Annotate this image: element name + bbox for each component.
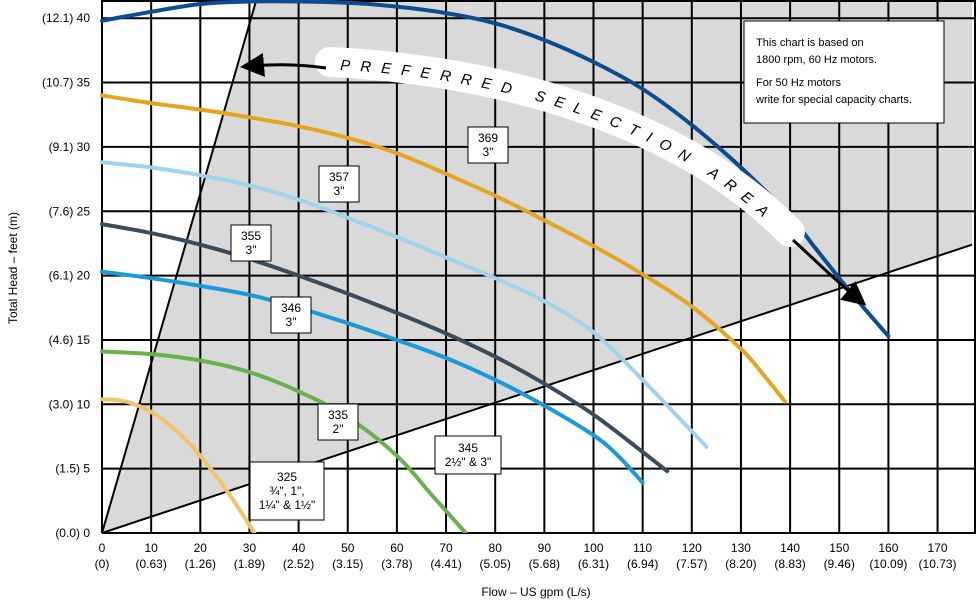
x-tick-label: 120	[682, 541, 702, 555]
series-label-text: 2"	[333, 422, 344, 436]
series-label-text: 357	[329, 170, 349, 184]
x-tick-sublabel: (10.09)	[869, 557, 907, 571]
series-label-box	[318, 165, 360, 203]
note-box	[743, 20, 945, 124]
series-curve	[100, 93, 788, 404]
note-line-4: write for special capacity charts.	[755, 94, 912, 106]
preferred-area-ribbon	[315, 47, 805, 247]
series-label-box	[249, 461, 325, 521]
series-label-text: 3"	[246, 243, 257, 257]
x-tick-sublabel: (4.41)	[430, 557, 461, 571]
note-line-1: This chart is based on	[756, 37, 864, 49]
x-tick-label: 40	[292, 541, 306, 555]
x-tick-sublabel: (0.63)	[135, 557, 166, 571]
series-label-text: 335	[328, 408, 348, 422]
x-tick-sublabel: (2.52)	[283, 557, 314, 571]
x-tick-sublabel: (8.83)	[774, 557, 805, 571]
series-label-box	[270, 296, 312, 334]
series-label-text: 2½" & 3"	[445, 455, 492, 469]
series-curve	[100, 397, 257, 533]
x-tick-label: 50	[341, 541, 355, 555]
x-tick-sublabel: (3.15)	[332, 557, 363, 571]
series-curve	[100, 160, 709, 449]
x-tick-sublabel: (10.73)	[919, 557, 957, 571]
x-tick-label: 170	[928, 541, 948, 555]
x-tick-label: 10	[144, 541, 158, 555]
series-curve	[100, 222, 670, 474]
x-tick-sublabel: (6.31)	[578, 557, 609, 571]
x-tick-sublabel: (9.46)	[824, 557, 855, 571]
x-tick-label: 80	[489, 541, 503, 555]
y-tick-label: (0.0) 0	[55, 526, 90, 540]
series-label-text: 3"	[483, 145, 494, 159]
y-tick-label: (4.6) 15	[49, 333, 91, 347]
x-tick-label: 130	[731, 541, 751, 555]
series-label-text: ¾", 1",	[269, 484, 304, 498]
series-label-text: 3"	[334, 184, 345, 198]
series-label-box	[434, 435, 502, 475]
x-tick-sublabel: (5.68)	[529, 557, 560, 571]
x-tick-sublabel: (1.26)	[185, 557, 216, 571]
x-tick-label: 30	[243, 541, 257, 555]
x-tick-label: 160	[878, 541, 898, 555]
y-tick-label: (1.5) 5	[55, 462, 90, 476]
upper-boundary-line	[101, 0, 258, 533]
series-curve	[100, 269, 645, 485]
x-tick-label: 0	[99, 541, 106, 555]
lower-boundary-line	[101, 243, 973, 533]
y-tick-label: (9.1) 30	[49, 140, 91, 154]
series-label-text: 3"	[286, 315, 297, 329]
x-tick-sublabel: (0)	[95, 557, 110, 571]
upper-boundary-arrow	[240, 53, 327, 77]
x-tick-sublabel: (5.05)	[480, 557, 511, 571]
lower-boundary-arrow	[791, 238, 867, 306]
x-tick-label: 60	[390, 541, 404, 555]
note-line-2: 1800 rpm, 60 Hz motors.	[756, 54, 877, 66]
x-tick-label: 70	[439, 541, 453, 555]
x-tick-sublabel: (6.94)	[627, 557, 658, 571]
x-tick-label: 140	[780, 541, 800, 555]
series-curve	[100, 349, 468, 533]
x-tick-label: 110	[633, 541, 652, 555]
note-line-3: For 50 Hz motors	[756, 77, 841, 89]
series-label-text: 1¼" & 1½"	[259, 498, 316, 512]
series-label-text: 325	[277, 470, 297, 484]
series-label-text: 346	[281, 301, 301, 315]
series-label-box	[230, 224, 272, 262]
x-tick-label: 20	[194, 541, 208, 555]
y-tick-label: (3.0) 10	[49, 397, 91, 411]
y-tick-label: (12.1) 40	[42, 11, 90, 25]
x-axis-title: Flow – US gpm (L/s)	[481, 585, 590, 599]
series-label-text: 345	[458, 441, 478, 455]
series-label-box	[317, 403, 359, 441]
series-curve	[100, 0, 891, 339]
x-tick-label: 150	[829, 541, 849, 555]
series-label-text: 369	[478, 131, 498, 145]
y-tick-label: (10.7) 35	[42, 76, 90, 90]
y-tick-label: (6.1) 20	[49, 269, 91, 283]
series-label-box	[467, 126, 509, 164]
x-tick-sublabel: (3.78)	[381, 557, 412, 571]
x-tick-sublabel: (1.89)	[234, 557, 265, 571]
y-axis-title: Total Head – feet (m)	[6, 212, 20, 324]
series-label-text: 355	[241, 229, 261, 243]
x-tick-label: 100	[583, 541, 603, 555]
y-tick-label: (7.6) 25	[49, 204, 91, 218]
x-tick-label: 90	[538, 541, 552, 555]
x-tick-sublabel: (7.57)	[676, 557, 707, 571]
x-tick-sublabel: (8.20)	[725, 557, 756, 571]
